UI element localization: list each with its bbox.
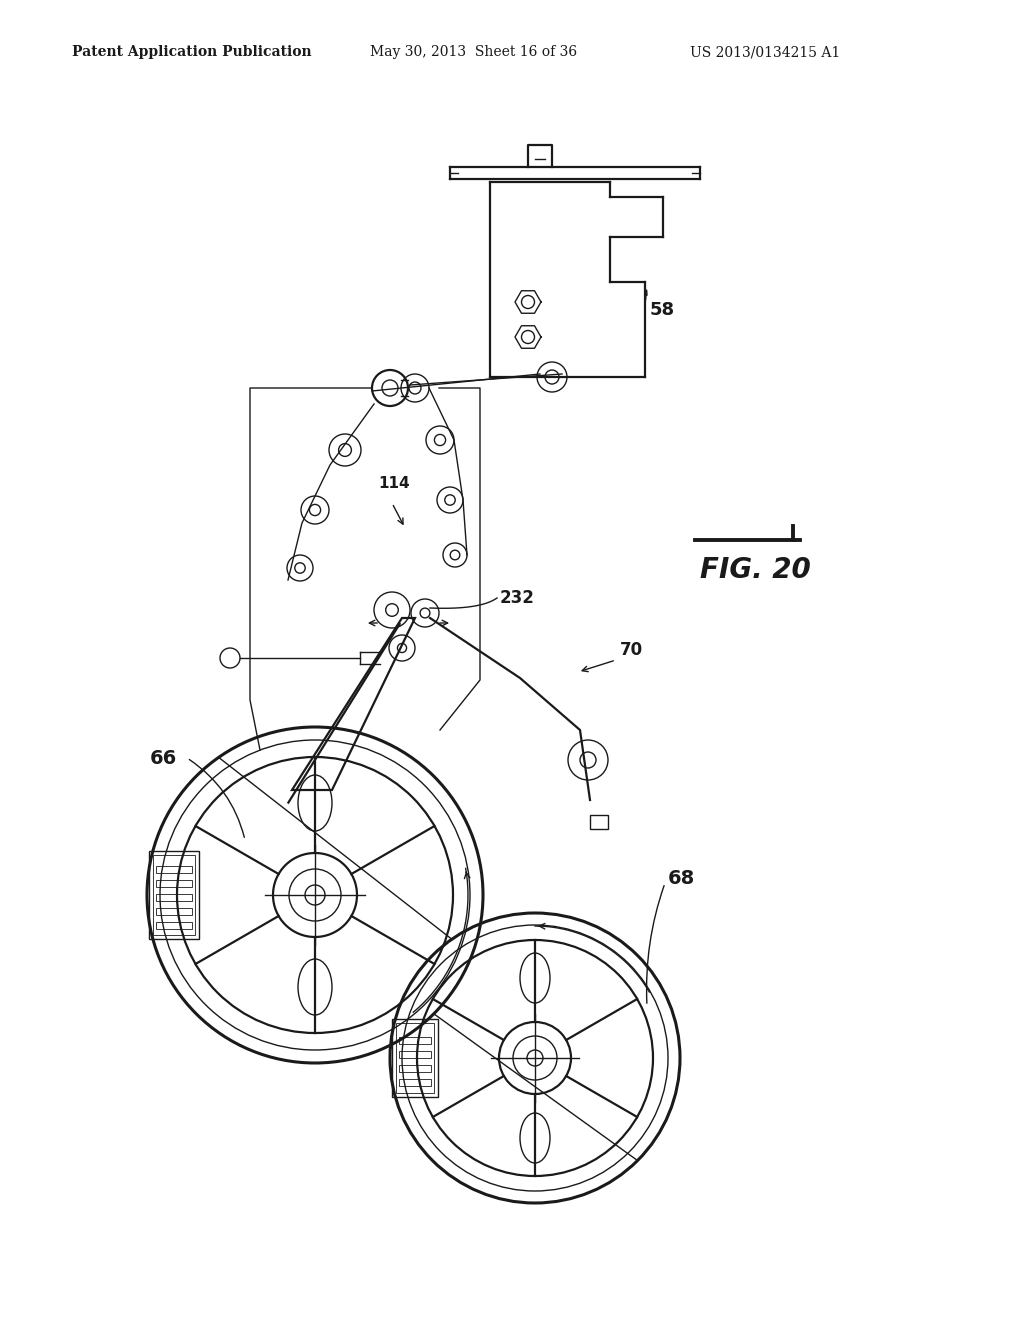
Text: May 30, 2013  Sheet 16 of 36: May 30, 2013 Sheet 16 of 36 xyxy=(370,45,578,59)
Text: US 2013/0134215 A1: US 2013/0134215 A1 xyxy=(690,45,841,59)
Text: 58: 58 xyxy=(650,301,675,319)
Text: FIG. 20: FIG. 20 xyxy=(700,556,811,583)
Bar xyxy=(150,851,199,939)
Bar xyxy=(396,1023,434,1093)
Bar xyxy=(156,908,193,915)
Bar xyxy=(590,814,608,829)
Text: 68: 68 xyxy=(668,869,695,887)
Text: 232: 232 xyxy=(500,589,535,607)
Bar xyxy=(399,1078,431,1086)
Bar xyxy=(153,855,195,935)
Bar xyxy=(156,894,193,902)
Bar xyxy=(392,1019,438,1097)
Bar xyxy=(399,1065,431,1072)
Text: 70: 70 xyxy=(620,642,643,659)
Text: 114: 114 xyxy=(378,475,410,491)
Bar xyxy=(399,1038,431,1044)
Text: 66: 66 xyxy=(150,748,177,767)
Text: Patent Application Publication: Patent Application Publication xyxy=(72,45,311,59)
Bar xyxy=(399,1051,431,1059)
Bar xyxy=(156,921,193,929)
Bar xyxy=(156,880,193,887)
Bar xyxy=(156,866,193,873)
